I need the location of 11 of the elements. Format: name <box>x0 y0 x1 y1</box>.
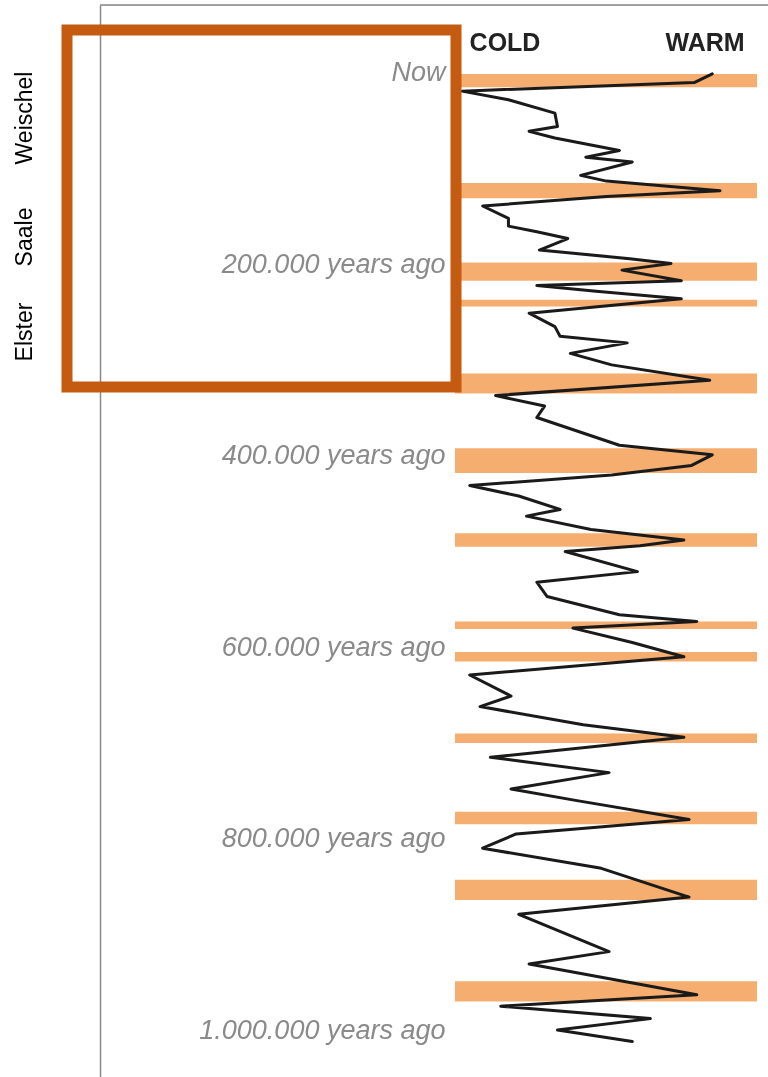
y-tick-label: 400.000 years ago <box>221 440 446 471</box>
text: Elster <box>11 302 37 362</box>
text: Saale <box>11 207 37 267</box>
annotation: COLD <box>469 28 541 56</box>
y-tick-label: 1.000.000 years ago <box>199 1014 446 1045</box>
y-tick-label: 800.000 years ago <box>221 823 446 854</box>
y-tick-label: 600.000 years ago <box>221 631 446 662</box>
y-tick-label: 200.000 years ago <box>220 248 446 279</box>
text: Weischel <box>11 71 37 165</box>
annotation: WARM <box>665 28 745 56</box>
y-tick-label: Now <box>391 57 447 88</box>
